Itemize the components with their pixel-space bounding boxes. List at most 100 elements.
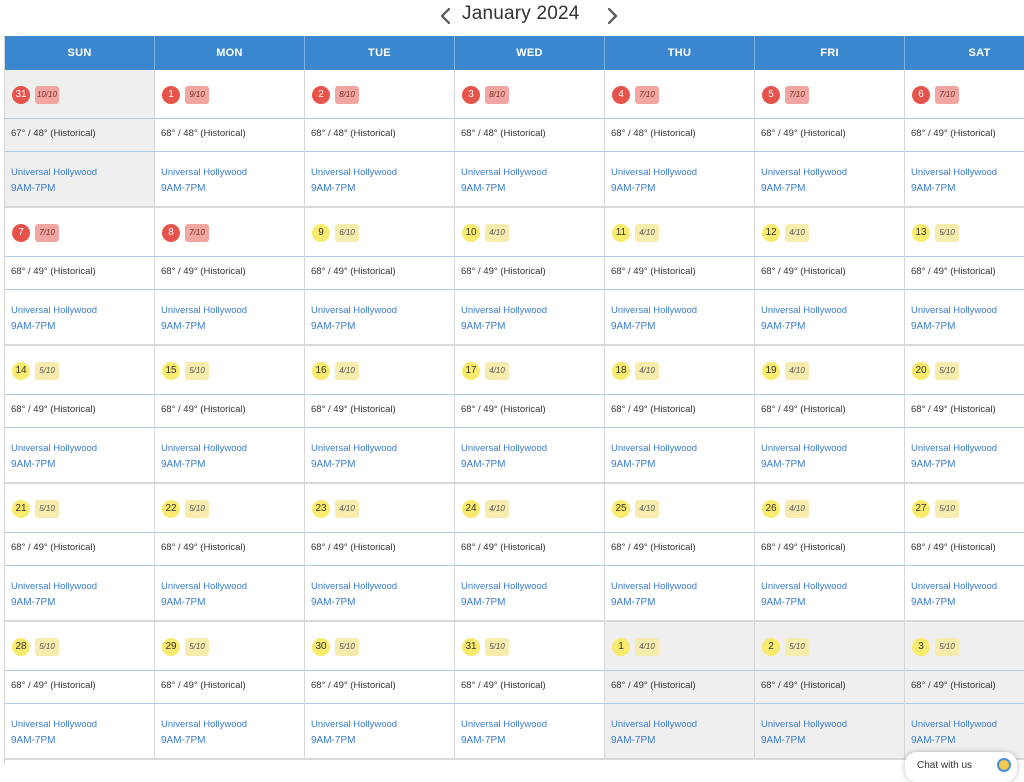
chat-button[interactable]: Chat with us bbox=[905, 752, 1017, 782]
park-hours: 9AM-7PM bbox=[11, 459, 56, 470]
day-cell[interactable]: 17 4/10 68° / 49° (Historical) Universal Ho… bbox=[455, 346, 605, 482]
day-number: 28 bbox=[12, 638, 30, 656]
crowd-level-badge: 5/10 bbox=[935, 500, 959, 518]
day-cell[interactable]: 25 4/10 68° / 49° (Historical) Universal Ho… bbox=[605, 484, 755, 620]
park-link[interactable]: Universal Hollywood bbox=[11, 443, 98, 454]
day-cell[interactable]: 8 7/10 68° / 49° (Historical) Universal Hol… bbox=[155, 208, 305, 344]
park-link[interactable]: Universal Hollywood bbox=[161, 719, 248, 730]
day-cell[interactable]: 31 10/10 67° / 48° (Historical) Universal H… bbox=[5, 70, 155, 206]
day-cell[interactable]: 28 5/10 68° / 49° (Historical) Universal Ho… bbox=[5, 622, 155, 758]
park-link[interactable]: Universal Hollywood bbox=[911, 719, 998, 730]
weekday-tue: TUE bbox=[305, 36, 455, 70]
park-link[interactable]: Universal Hollywood bbox=[461, 167, 548, 178]
weather-row: 68° / 49° (Historical) bbox=[455, 532, 604, 566]
park-hours: 9AM-7PM bbox=[311, 459, 356, 470]
chevron-right-icon[interactable] bbox=[598, 2, 626, 30]
weather-text: 68° / 48° (Historical) bbox=[461, 128, 546, 139]
park-row: Universal Hollywood 9AM-7PM bbox=[605, 703, 754, 758]
day-header: 23 4/10 bbox=[305, 484, 454, 533]
crowd-level-badge: 4/10 bbox=[635, 362, 659, 380]
park-link[interactable]: Universal Hollywood bbox=[461, 305, 548, 316]
park-link[interactable]: Universal Hollywood bbox=[311, 305, 398, 316]
day-cell[interactable]: 10 4/10 68° / 49° (Historical) Universal Ho… bbox=[455, 208, 605, 344]
day-cell[interactable]: 23 4/10 68° / 49° (Historical) Universal Ho… bbox=[305, 484, 455, 620]
park-link[interactable]: Universal Hollywood bbox=[311, 581, 398, 592]
park-link[interactable]: Universal Hollywood bbox=[461, 719, 548, 730]
day-cell[interactable]: 12 4/10 68° / 49° (Historical) Universal Ho… bbox=[755, 208, 905, 344]
day-cell[interactable]: 22 5/10 68° / 49° (Historical) Universal Ho… bbox=[155, 484, 305, 620]
day-cell[interactable]: 3 5/10 68° / 49° (Historical) Universal Hol… bbox=[905, 622, 1024, 758]
day-cell[interactable]: 9 6/10 68° / 49° (Historical) Universal Hol… bbox=[305, 208, 455, 344]
day-number: 23 bbox=[312, 500, 330, 518]
day-number: 20 bbox=[912, 362, 930, 380]
weather-row: 68° / 48° (Historical) bbox=[605, 118, 754, 152]
park-link[interactable]: Universal Hollywood bbox=[611, 167, 698, 178]
park-link[interactable]: Universal Hollywood bbox=[11, 581, 98, 592]
park-link[interactable]: Universal Hollywood bbox=[161, 167, 248, 178]
park-link[interactable]: Universal Hollywood bbox=[761, 443, 848, 454]
day-cell[interactable]: 2 5/10 68° / 49° (Historical) Universal Hol… bbox=[755, 622, 905, 758]
day-cell[interactable]: 24 4/10 68° / 49° (Historical) Universal Ho… bbox=[455, 484, 605, 620]
day-cell[interactable]: 4 7/10 68° / 48° (Historical) Universal Hol… bbox=[605, 70, 755, 206]
day-cell[interactable]: 7 7/10 68° / 49° (Historical) Universal Hol… bbox=[5, 208, 155, 344]
weather-text: 68° / 49° (Historical) bbox=[161, 542, 246, 553]
day-cell[interactable]: 3 8/10 68° / 48° (Historical) Universal Hol… bbox=[455, 70, 605, 206]
day-cell[interactable]: 20 5/10 68° / 49° (Historical) Universal Ho… bbox=[905, 346, 1024, 482]
day-number: 31 bbox=[462, 638, 480, 656]
day-cell[interactable]: 19 4/10 68° / 49° (Historical) Universal Ho… bbox=[755, 346, 905, 482]
park-link[interactable]: Universal Hollywood bbox=[11, 305, 98, 316]
day-number: 14 bbox=[12, 362, 30, 380]
park-link[interactable]: Universal Hollywood bbox=[611, 305, 698, 316]
park-link[interactable]: Universal Hollywood bbox=[161, 443, 248, 454]
day-cell[interactable]: 15 5/10 68° / 49° (Historical) Universal Ho… bbox=[155, 346, 305, 482]
weather-text: 68° / 49° (Historical) bbox=[611, 542, 696, 553]
park-row: Universal Hollywood 9AM-7PM bbox=[755, 703, 904, 758]
park-link[interactable]: Universal Hollywood bbox=[611, 443, 698, 454]
day-cell[interactable]: 1 9/10 68° / 48° (Historical) Universal Hol… bbox=[155, 70, 305, 206]
park-link[interactable]: Universal Hollywood bbox=[11, 167, 98, 178]
park-link[interactable]: Universal Hollywood bbox=[911, 305, 998, 316]
weather-row: 68° / 49° (Historical) bbox=[755, 394, 904, 428]
day-cell[interactable]: 1 4/10 68° / 49° (Historical) Universal Hol… bbox=[605, 622, 755, 758]
park-link[interactable]: Universal Hollywood bbox=[611, 581, 698, 592]
day-number: 1 bbox=[612, 638, 630, 656]
park-link[interactable]: Universal Hollywood bbox=[311, 167, 398, 178]
park-link[interactable]: Universal Hollywood bbox=[761, 719, 848, 730]
park-row: Universal Hollywood 9AM-7PM bbox=[455, 151, 604, 206]
park-link[interactable]: Universal Hollywood bbox=[761, 167, 848, 178]
park-link[interactable]: Universal Hollywood bbox=[761, 581, 848, 592]
day-cell[interactable]: 21 5/10 68° / 49° (Historical) Universal Ho… bbox=[5, 484, 155, 620]
park-link[interactable]: Universal Hollywood bbox=[161, 581, 248, 592]
day-cell[interactable]: 2 8/10 68° / 48° (Historical) Universal Hol… bbox=[305, 70, 455, 206]
park-link[interactable]: Universal Hollywood bbox=[911, 443, 998, 454]
park-link[interactable]: Universal Hollywood bbox=[911, 167, 998, 178]
day-header: 1 4/10 bbox=[605, 622, 754, 671]
day-cell[interactable]: 31 5/10 68° / 49° (Historical) Universal Ho… bbox=[455, 622, 605, 758]
crowd-level-badge: 4/10 bbox=[635, 500, 659, 518]
day-cell[interactable]: 13 5/10 68° / 49° (Historical) Universal Ho… bbox=[905, 208, 1024, 344]
day-cell[interactable]: 18 4/10 68° / 49° (Historical) Universal Ho… bbox=[605, 346, 755, 482]
park-link[interactable]: Universal Hollywood bbox=[461, 581, 548, 592]
park-link[interactable]: Universal Hollywood bbox=[611, 719, 698, 730]
day-cell[interactable]: 29 5/10 68° / 49° (Historical) Universal Ho… bbox=[155, 622, 305, 758]
day-cell[interactable]: 16 4/10 68° / 49° (Historical) Universal Ho… bbox=[305, 346, 455, 482]
park-link[interactable]: Universal Hollywood bbox=[11, 719, 98, 730]
park-link[interactable]: Universal Hollywood bbox=[161, 305, 248, 316]
day-cell[interactable]: 6 7/10 68° / 49° (Historical) Universal Hol… bbox=[905, 70, 1024, 206]
park-hours: 9AM-7PM bbox=[461, 183, 506, 194]
day-cell[interactable]: 5 7/10 68° / 49° (Historical) Universal Hol… bbox=[755, 70, 905, 206]
park-link[interactable]: Universal Hollywood bbox=[761, 305, 848, 316]
weather-text: 68° / 49° (Historical) bbox=[161, 680, 246, 691]
day-cell[interactable]: 14 5/10 68° / 49° (Historical) Universal Ho… bbox=[5, 346, 155, 482]
park-link[interactable]: Universal Hollywood bbox=[311, 719, 398, 730]
park-link[interactable]: Universal Hollywood bbox=[461, 443, 548, 454]
day-cell[interactable]: 27 5/10 68° / 49° (Historical) Universal Ho… bbox=[905, 484, 1024, 620]
park-link[interactable]: Universal Hollywood bbox=[911, 581, 998, 592]
chevron-left-icon[interactable] bbox=[432, 2, 460, 30]
day-header: 30 5/10 bbox=[305, 622, 454, 671]
day-cell[interactable]: 26 4/10 68° / 49° (Historical) Universal Ho… bbox=[755, 484, 905, 620]
crowd-level-badge: 7/10 bbox=[785, 86, 809, 104]
day-cell[interactable]: 11 4/10 68° / 49° (Historical) Universal Ho… bbox=[605, 208, 755, 344]
day-cell[interactable]: 30 5/10 68° / 49° (Historical) Universal Ho… bbox=[305, 622, 455, 758]
park-link[interactable]: Universal Hollywood bbox=[311, 443, 398, 454]
